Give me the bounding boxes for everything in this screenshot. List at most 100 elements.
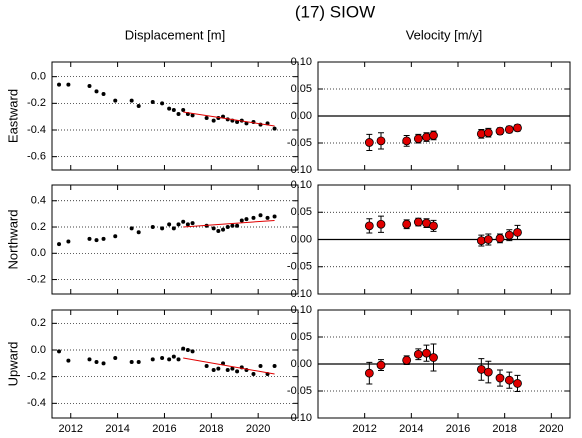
point bbox=[225, 368, 230, 372]
y-tick-label: 0.10 bbox=[291, 56, 312, 68]
point bbox=[483, 128, 493, 138]
point bbox=[150, 357, 155, 362]
y-tick-label: -0.10 bbox=[287, 288, 312, 300]
point bbox=[513, 123, 522, 133]
point bbox=[101, 92, 106, 96]
point bbox=[181, 219, 186, 224]
point bbox=[160, 101, 165, 106]
column-title: Velocity [m/y] bbox=[406, 27, 483, 42]
point bbox=[413, 349, 423, 359]
trend-line bbox=[183, 219, 275, 228]
point bbox=[513, 379, 522, 388]
point bbox=[413, 217, 423, 227]
point bbox=[167, 222, 172, 227]
panel-frame bbox=[317, 309, 571, 419]
x-tick-label: 2020 bbox=[539, 423, 563, 435]
y-tick-label: 0.4 bbox=[31, 195, 46, 207]
y-tick-label: 0.10 bbox=[291, 304, 312, 316]
point bbox=[94, 89, 99, 94]
point bbox=[364, 138, 374, 147]
chart-title: (17) SIOW bbox=[295, 2, 375, 21]
y-tick-label: -0.2 bbox=[27, 371, 46, 383]
point bbox=[376, 360, 386, 370]
y-tick-label: -0.05 bbox=[287, 385, 312, 397]
point bbox=[251, 372, 256, 376]
point bbox=[204, 364, 209, 368]
point bbox=[176, 357, 181, 362]
point bbox=[171, 226, 176, 231]
point bbox=[376, 136, 386, 146]
y-tick-label: -0.05 bbox=[287, 137, 312, 149]
panel-frame bbox=[51, 309, 299, 419]
point bbox=[504, 230, 514, 240]
point bbox=[113, 98, 118, 103]
x-tick-label: 2018 bbox=[492, 423, 516, 435]
point bbox=[136, 230, 141, 235]
x-tick-label: 2018 bbox=[199, 423, 223, 435]
y-tick-label: 0.05 bbox=[291, 83, 312, 95]
point bbox=[87, 236, 92, 241]
point bbox=[272, 214, 277, 219]
point bbox=[272, 126, 277, 131]
point bbox=[57, 82, 62, 87]
point bbox=[221, 227, 226, 232]
point bbox=[235, 223, 240, 228]
point bbox=[429, 353, 438, 362]
point bbox=[251, 215, 256, 220]
point bbox=[129, 226, 134, 231]
point bbox=[265, 215, 270, 220]
point bbox=[504, 125, 514, 134]
point bbox=[87, 84, 92, 88]
point bbox=[495, 234, 505, 243]
column-title: Displacement [m] bbox=[125, 27, 225, 42]
point bbox=[235, 369, 240, 374]
y-tick-label: 0.0 bbox=[31, 344, 46, 356]
y-tick-label: -0.2 bbox=[27, 97, 46, 109]
point bbox=[402, 355, 412, 365]
row-label: Upward bbox=[5, 342, 20, 387]
point bbox=[185, 222, 190, 227]
point bbox=[483, 235, 493, 244]
panel-frame bbox=[51, 61, 299, 171]
point bbox=[160, 226, 165, 231]
point bbox=[216, 366, 221, 371]
point bbox=[272, 364, 277, 368]
point bbox=[239, 218, 244, 223]
y-tick-label: 0.00 bbox=[291, 233, 312, 245]
point bbox=[181, 108, 186, 112]
x-tick-label: 2016 bbox=[152, 423, 176, 435]
point bbox=[185, 348, 190, 352]
point bbox=[364, 221, 374, 231]
point bbox=[150, 225, 155, 230]
point bbox=[483, 367, 493, 377]
point bbox=[235, 120, 240, 124]
y-tick-label: 0.00 bbox=[291, 110, 312, 122]
x-tick-label: 2016 bbox=[446, 423, 470, 435]
point bbox=[171, 108, 176, 112]
y-tick-label: 0.10 bbox=[291, 179, 312, 191]
point bbox=[167, 106, 172, 111]
point bbox=[113, 356, 118, 360]
point bbox=[513, 228, 522, 237]
point bbox=[429, 131, 438, 140]
panel-frame bbox=[317, 61, 571, 171]
point bbox=[167, 357, 172, 362]
point bbox=[422, 348, 431, 358]
point bbox=[402, 136, 412, 146]
x-tick-label: 2014 bbox=[105, 423, 129, 435]
point bbox=[504, 375, 514, 385]
point bbox=[181, 346, 186, 351]
row-label: Northward bbox=[5, 210, 20, 270]
point bbox=[150, 100, 155, 104]
point bbox=[376, 219, 386, 229]
point bbox=[190, 349, 195, 354]
point bbox=[258, 364, 263, 368]
point bbox=[211, 118, 216, 123]
point bbox=[211, 226, 216, 231]
point bbox=[244, 217, 249, 222]
point bbox=[230, 223, 235, 228]
point bbox=[136, 360, 141, 364]
y-tick-label: -0.6 bbox=[27, 151, 46, 163]
y-tick-label: -0.4 bbox=[27, 124, 46, 136]
x-tick-label: 2014 bbox=[399, 423, 423, 435]
